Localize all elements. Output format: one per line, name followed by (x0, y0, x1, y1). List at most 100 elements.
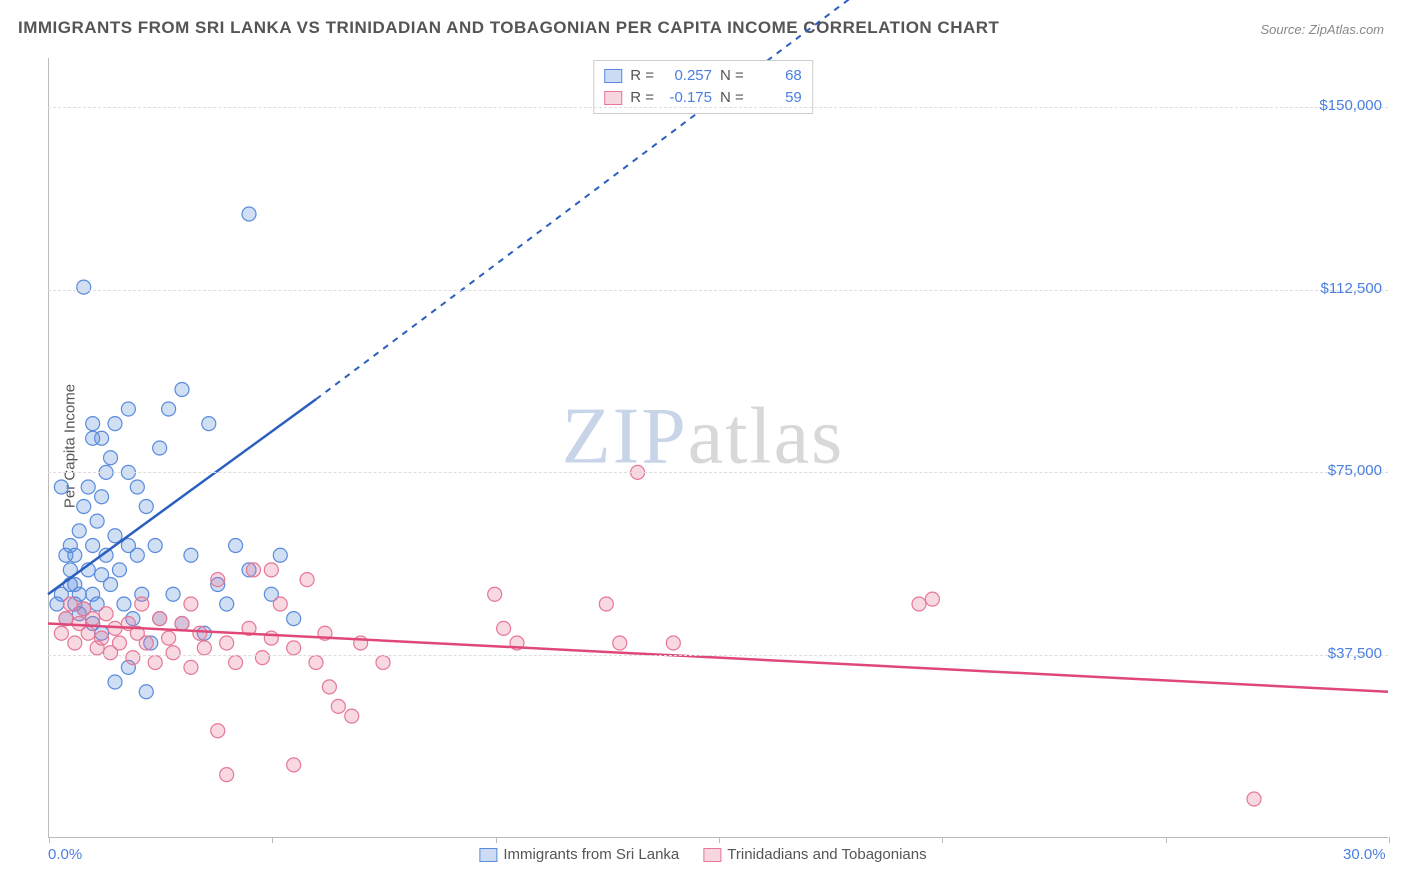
ytick-label: $112,500 (1321, 280, 1382, 297)
data-point (63, 578, 77, 592)
n-label: N = (720, 65, 744, 87)
data-point (229, 539, 243, 553)
data-point (86, 417, 100, 431)
data-point (153, 612, 167, 626)
data-point (153, 441, 167, 455)
xtick-label: 30.0% (1343, 846, 1386, 863)
data-point (77, 500, 91, 514)
data-point (666, 636, 680, 650)
data-point (220, 597, 234, 611)
data-point (104, 578, 118, 592)
trend-line (48, 624, 1388, 692)
data-point (211, 573, 225, 587)
stats-row-series1: R = 0.257 N = 68 (604, 65, 802, 87)
data-point (211, 724, 225, 738)
data-point (166, 646, 180, 660)
data-point (139, 636, 153, 650)
data-point (126, 651, 140, 665)
data-point (246, 563, 260, 577)
ytick-label: $37,500 (1328, 645, 1382, 662)
data-point (148, 539, 162, 553)
data-point (175, 617, 189, 631)
data-point (90, 514, 104, 528)
data-point (95, 631, 109, 645)
data-point (139, 500, 153, 514)
legend-item-2: Trinidadians and Tobagonians (703, 846, 926, 863)
r-value-2: -0.175 (662, 87, 712, 109)
data-point (1247, 792, 1261, 806)
swatch-pink-icon (604, 91, 622, 105)
swatch-blue-icon (604, 69, 622, 83)
data-point (121, 402, 135, 416)
gridline (48, 290, 1388, 291)
data-point (68, 636, 82, 650)
source-attribution: Source: ZipAtlas.com (1260, 22, 1384, 37)
data-point (54, 480, 68, 494)
data-point (72, 524, 86, 538)
data-point (117, 597, 131, 611)
data-point (175, 383, 189, 397)
data-point (264, 631, 278, 645)
r-value-1: 0.257 (662, 65, 712, 87)
data-point (197, 641, 211, 655)
data-point (95, 431, 109, 445)
legend-label-1: Immigrants from Sri Lanka (503, 846, 679, 863)
gridline (48, 107, 1388, 108)
data-point (139, 685, 153, 699)
chart-title: IMMIGRANTS FROM SRI LANKA VS TRINIDADIAN… (18, 18, 999, 38)
data-point (242, 207, 256, 221)
data-point (273, 597, 287, 611)
data-point (108, 417, 122, 431)
data-point (59, 548, 73, 562)
data-point (54, 626, 68, 640)
data-point (104, 451, 118, 465)
data-point (613, 636, 627, 650)
data-point (86, 612, 100, 626)
data-point (112, 636, 126, 650)
data-point (599, 597, 613, 611)
data-point (202, 417, 216, 431)
r-label: R = (630, 87, 654, 109)
data-point (193, 626, 207, 640)
data-point (925, 592, 939, 606)
stats-row-series2: R = -0.175 N = 59 (604, 87, 802, 109)
data-point (287, 641, 301, 655)
data-point (162, 402, 176, 416)
data-point (309, 656, 323, 670)
data-point (162, 631, 176, 645)
gridline (48, 655, 1388, 656)
data-point (112, 563, 126, 577)
n-label: N = (720, 87, 744, 109)
legend-item-1: Immigrants from Sri Lanka (479, 846, 679, 863)
data-point (184, 548, 198, 562)
data-point (255, 651, 269, 665)
data-point (376, 656, 390, 670)
data-point (108, 675, 122, 689)
data-point (220, 768, 234, 782)
data-point (63, 597, 77, 611)
data-point (130, 480, 144, 494)
r-label: R = (630, 65, 654, 87)
scatter-plot-svg (48, 58, 1388, 838)
data-point (488, 587, 502, 601)
legend-label-2: Trinidadians and Tobagonians (727, 846, 926, 863)
data-point (86, 539, 100, 553)
xtick-label: 0.0% (48, 846, 82, 863)
data-point (331, 699, 345, 713)
data-point (229, 656, 243, 670)
data-point (220, 636, 234, 650)
data-point (300, 573, 314, 587)
data-point (912, 597, 926, 611)
data-point (81, 480, 95, 494)
data-point (345, 709, 359, 723)
data-point (184, 597, 198, 611)
data-point (287, 612, 301, 626)
data-point (264, 563, 278, 577)
data-point (184, 660, 198, 674)
data-point (77, 280, 91, 294)
ytick-label: $75,000 (1328, 462, 1382, 479)
bottom-legend: Immigrants from Sri Lanka Trinidadians a… (479, 846, 926, 863)
data-point (130, 548, 144, 562)
swatch-blue-icon (479, 848, 497, 862)
n-value-2: 59 (752, 87, 802, 109)
